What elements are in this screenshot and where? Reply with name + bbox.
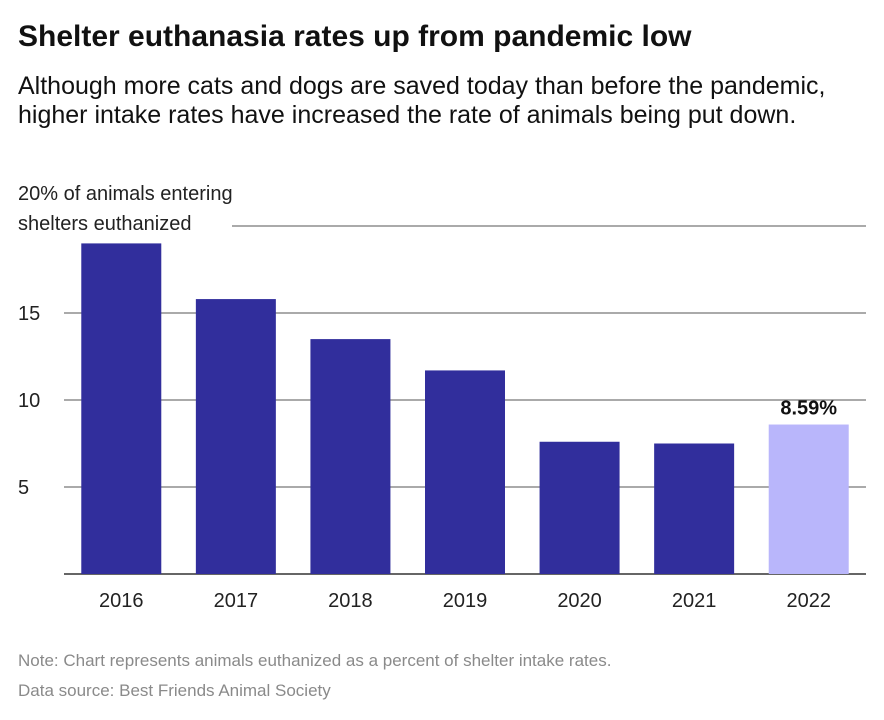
chart-title: Shelter euthanasia rates up from pandemi… xyxy=(18,20,692,53)
x-tick-label: 2016 xyxy=(99,590,144,612)
bar-2020 xyxy=(539,441,620,574)
y-axis-title-line: 20% of animals entering xyxy=(18,183,233,205)
labels: 5 10 15 20% of animals entering shelters eut… xyxy=(18,183,837,612)
x-tick-label: 2022 xyxy=(786,590,831,612)
bars xyxy=(81,243,849,574)
y-tick-label: 10 xyxy=(18,390,40,412)
y-axis-title-line: shelters euthanized xyxy=(18,213,191,235)
bar-2019 xyxy=(425,370,505,574)
chart-note: Note: Chart represents animals euthanize… xyxy=(18,651,612,670)
x-tick-label: 2020 xyxy=(557,590,602,612)
bar-2021 xyxy=(654,443,735,574)
data-source: Data source: Best Friends Animal Society xyxy=(18,681,331,700)
bar-2018 xyxy=(310,339,391,574)
bar-2016 xyxy=(81,243,162,574)
x-tick-label: 2019 xyxy=(443,590,488,612)
data-label: 8.59% xyxy=(780,398,837,420)
y-tick-label: 5 xyxy=(18,477,29,499)
bar-2022 xyxy=(768,424,849,574)
bar-chart: 5 10 15 20% of animals entering shelters eut… xyxy=(18,183,866,612)
x-tick-label: 2018 xyxy=(328,590,373,612)
bar-2017 xyxy=(195,299,276,574)
x-tick-label: 2021 xyxy=(672,590,717,612)
y-tick-label: 15 xyxy=(18,303,40,325)
x-tick-label: 2017 xyxy=(214,590,259,612)
chart-subtitle: Although more cats and dogs are saved to… xyxy=(18,72,826,129)
